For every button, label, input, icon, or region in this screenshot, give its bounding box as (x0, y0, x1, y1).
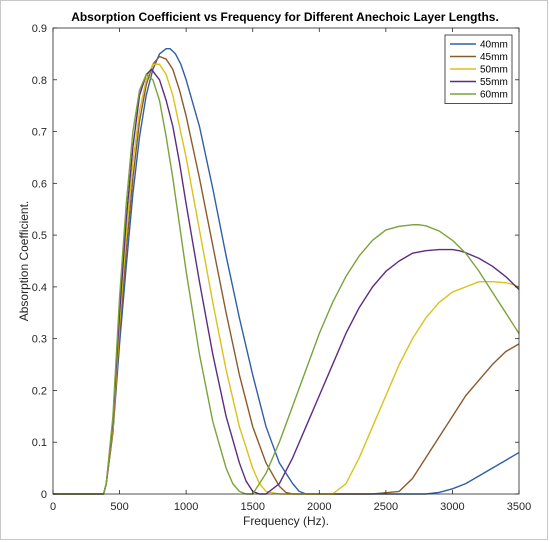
legend-label: 45mm (480, 52, 508, 63)
series-line-40mm (53, 48, 520, 495)
x-tick-label: 3500 (507, 501, 531, 513)
legend-label: 55mm (480, 77, 508, 88)
y-tick-label: 0.5 (32, 230, 47, 242)
legend-label: 40mm (480, 40, 508, 51)
y-tick-label: 0.6 (32, 178, 47, 190)
y-tick-label: 0.3 (32, 334, 47, 346)
y-tick-label: 0.9 (32, 23, 47, 35)
y-tick-label: 0 (41, 489, 47, 501)
x-tick-label: 0 (50, 501, 56, 513)
x-tick-label: 3000 (440, 501, 464, 513)
x-tick-label: 500 (110, 501, 128, 513)
x-tick-label: 2500 (374, 501, 398, 513)
x-tick-label: 1000 (174, 501, 198, 513)
y-axis-label: Absorption Coefficient. (17, 201, 31, 322)
y-ticks: 0 0.1 0.2 0.3 0.4 0.5 0.6 0.7 0.8 0.9 (32, 23, 519, 501)
x-ticks: 0 500 1000 1500 2000 2500 3000 3500 (50, 28, 531, 513)
y-tick-label: 0.7 (32, 127, 47, 139)
plot-background (53, 28, 519, 494)
x-tick-label: 2000 (307, 501, 331, 513)
legend-label: 60mm (480, 90, 508, 101)
x-tick-label: 1500 (240, 501, 264, 513)
plot-area: 0 500 1000 1500 2000 2500 3000 3500 00.10.20.30… (32, 23, 532, 513)
y-tick-label: 0.8 (32, 75, 47, 87)
y-tick-label: 0.1 (32, 437, 47, 449)
series-line-45mm (53, 55, 520, 495)
x-axis-label: Frequency (Hz). (243, 514, 329, 528)
legend-label: 50mm (480, 65, 508, 76)
y-tick-label: 0.4 (32, 282, 47, 294)
chart-title: Absorption Coefficient vs Frequency for … (71, 10, 499, 24)
plot-border (52, 27, 520, 495)
series-line-50mm (53, 63, 520, 495)
y-tick-label: 0.2 (32, 385, 47, 397)
